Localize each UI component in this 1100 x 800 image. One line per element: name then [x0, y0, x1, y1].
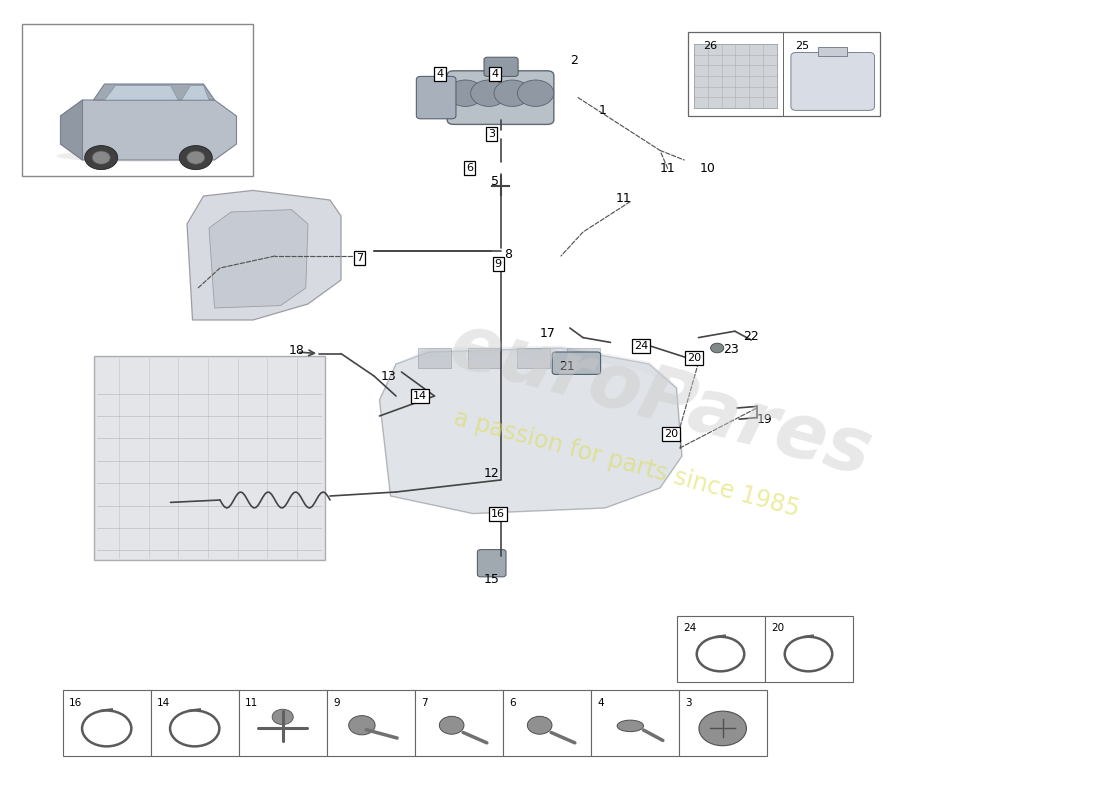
Circle shape — [85, 146, 118, 170]
Bar — [694, 44, 777, 108]
Text: 16: 16 — [69, 698, 82, 707]
Ellipse shape — [57, 150, 218, 162]
Text: 13: 13 — [381, 370, 396, 382]
Circle shape — [471, 80, 507, 106]
Bar — [418, 348, 451, 368]
Circle shape — [711, 343, 724, 353]
Text: 20: 20 — [688, 353, 701, 362]
Bar — [63, 690, 151, 756]
Text: 10: 10 — [700, 162, 715, 174]
Text: 3: 3 — [685, 698, 692, 707]
Text: 7: 7 — [421, 698, 428, 707]
FancyBboxPatch shape — [791, 53, 874, 110]
Text: 7: 7 — [356, 253, 363, 262]
FancyBboxPatch shape — [477, 550, 506, 577]
Text: 22: 22 — [744, 330, 759, 342]
Bar — [566, 348, 600, 368]
Polygon shape — [60, 100, 236, 160]
Bar — [94, 356, 324, 560]
Circle shape — [187, 151, 205, 164]
Polygon shape — [182, 86, 209, 100]
Polygon shape — [104, 86, 178, 100]
Text: 20: 20 — [664, 429, 678, 438]
Polygon shape — [379, 348, 682, 514]
Bar — [764, 616, 853, 682]
Text: 6: 6 — [466, 163, 473, 173]
Text: 4: 4 — [437, 70, 443, 79]
Text: 6: 6 — [509, 698, 516, 707]
Circle shape — [517, 80, 553, 106]
Polygon shape — [94, 84, 214, 100]
Bar — [517, 348, 550, 368]
Polygon shape — [396, 346, 676, 386]
Bar — [151, 690, 239, 756]
Text: 25: 25 — [795, 41, 810, 51]
Bar — [591, 690, 679, 756]
Circle shape — [179, 146, 212, 170]
Bar — [415, 690, 503, 756]
Text: 11: 11 — [245, 698, 258, 707]
Text: 9: 9 — [333, 698, 340, 707]
Polygon shape — [187, 190, 341, 320]
Bar — [503, 690, 591, 756]
Polygon shape — [60, 100, 82, 160]
FancyBboxPatch shape — [447, 71, 554, 124]
Text: 2: 2 — [570, 54, 579, 66]
Bar — [676, 616, 764, 682]
Text: 5: 5 — [491, 175, 499, 188]
Bar — [468, 348, 500, 368]
Text: 18: 18 — [289, 344, 305, 357]
Text: 11: 11 — [616, 192, 631, 205]
Polygon shape — [209, 210, 308, 308]
Text: 9: 9 — [495, 259, 502, 269]
Bar — [679, 690, 767, 756]
Text: 26: 26 — [703, 41, 717, 51]
FancyBboxPatch shape — [417, 76, 456, 118]
Text: 14: 14 — [414, 391, 427, 401]
Text: 15: 15 — [484, 573, 499, 586]
FancyBboxPatch shape — [484, 58, 518, 76]
Circle shape — [349, 716, 375, 735]
Text: 16: 16 — [492, 509, 505, 518]
Circle shape — [272, 710, 294, 725]
Text: 12: 12 — [484, 467, 499, 480]
Circle shape — [448, 80, 484, 106]
Text: 4: 4 — [597, 698, 604, 707]
Text: 1: 1 — [598, 104, 607, 117]
Bar — [688, 32, 880, 116]
Text: 20: 20 — [771, 623, 784, 634]
Circle shape — [92, 151, 110, 164]
Circle shape — [698, 711, 747, 746]
Text: euroPares: euroPares — [441, 308, 879, 492]
Text: 23: 23 — [724, 343, 739, 356]
Text: 21: 21 — [559, 360, 574, 373]
Text: 19: 19 — [757, 413, 772, 426]
Ellipse shape — [617, 720, 643, 732]
Circle shape — [439, 716, 464, 734]
Text: 24: 24 — [683, 623, 696, 634]
Bar — [22, 24, 253, 176]
Text: 14: 14 — [157, 698, 170, 707]
Text: 8: 8 — [504, 248, 513, 261]
Bar — [327, 690, 415, 756]
Text: 3: 3 — [488, 130, 495, 139]
Text: a passion for parts since 1985: a passion for parts since 1985 — [451, 406, 803, 522]
Bar — [818, 47, 847, 57]
Text: 17: 17 — [540, 327, 556, 340]
Text: 11: 11 — [660, 162, 675, 174]
Text: 4: 4 — [492, 70, 498, 79]
Bar — [239, 690, 327, 756]
FancyBboxPatch shape — [552, 352, 601, 374]
Circle shape — [527, 716, 552, 734]
Text: 24: 24 — [635, 341, 648, 350]
Circle shape — [494, 80, 530, 106]
